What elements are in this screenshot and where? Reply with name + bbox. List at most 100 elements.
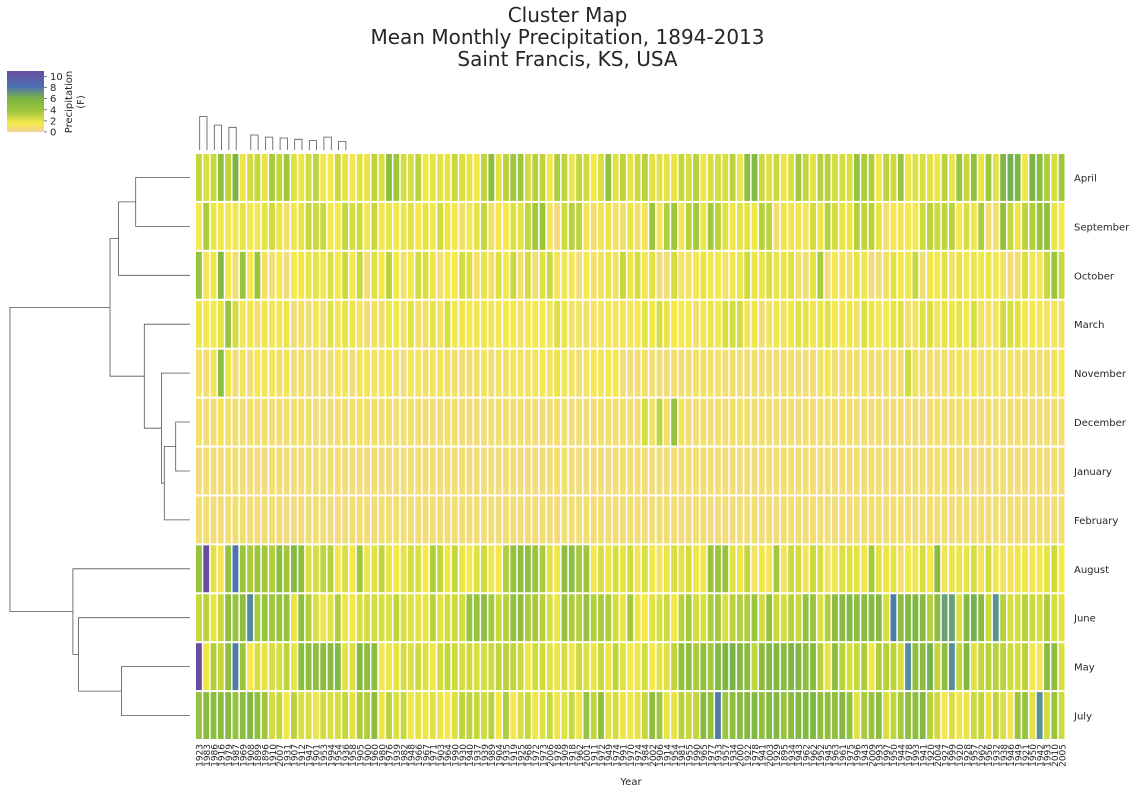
heatmap-cell [751, 447, 758, 495]
heatmap-cell [1014, 154, 1021, 201]
heatmap-cell [839, 496, 846, 544]
heatmap-cell [291, 349, 297, 397]
heatmap-cell [437, 300, 444, 348]
heatmap-cell [276, 154, 283, 201]
heatmap-cell [283, 545, 290, 593]
heatmap-cell [320, 447, 327, 495]
heatmap-cell [312, 496, 319, 544]
heatmap-cell [875, 643, 882, 691]
heatmap-cell [561, 398, 568, 446]
heatmap-cell [641, 643, 648, 691]
heatmap-cell [627, 594, 634, 642]
heatmap-cell [217, 643, 224, 691]
heatmap-cell [941, 594, 948, 642]
heatmap-cell [1029, 594, 1036, 642]
heatmap-cell [429, 447, 436, 495]
heatmap-cell [327, 202, 334, 250]
heatmap-cell [393, 545, 400, 593]
dendrogram-link [143, 323, 190, 429]
heatmap-cell [1036, 447, 1043, 495]
heatmap-cell [568, 154, 575, 201]
heatmap-cell [196, 496, 202, 544]
heatmap-cell [576, 594, 582, 642]
heatmap-cell [437, 154, 444, 201]
heatmap-cell [678, 594, 685, 642]
heatmap-cell [364, 349, 370, 397]
heatmap-cell [1058, 202, 1065, 250]
heatmap-cell [561, 154, 568, 201]
chart-subtitle-2: Saint Francis, KS, USA [457, 47, 678, 71]
dendrogram-link [250, 134, 259, 150]
heatmap-cell [715, 251, 721, 299]
heatmap-cell [1058, 496, 1065, 544]
heatmap-cell [261, 154, 268, 201]
heatmap-cell [481, 545, 487, 593]
heatmap-cell [239, 154, 246, 201]
heatmap-cell [546, 202, 553, 250]
heatmap-cell [810, 643, 816, 691]
heatmap-cell [503, 398, 509, 446]
heatmap-cell [605, 349, 612, 397]
heatmap-cell [247, 202, 253, 250]
heatmap-cell [590, 251, 597, 299]
heatmap-cell [649, 202, 656, 250]
column-label: 1911 [590, 744, 600, 767]
heatmap-cell [466, 447, 473, 495]
heatmap-cell [429, 594, 436, 642]
heatmap-cell [810, 300, 816, 348]
heatmap-cell [751, 545, 758, 593]
heatmap-cell [897, 300, 904, 348]
heatmap-cell [905, 349, 911, 397]
column-label: 1929 [773, 744, 783, 767]
heatmap-cell [641, 398, 648, 446]
heatmap-cell [883, 643, 890, 691]
column-label: 1937 [473, 744, 483, 767]
row-label: January [1073, 467, 1112, 478]
heatmap-cell [283, 251, 290, 299]
column-label: 1989 [488, 744, 498, 767]
heatmap-cell [1007, 692, 1014, 739]
heatmap-cell [356, 643, 363, 691]
heatmap-cell [963, 447, 970, 495]
heatmap-cell [795, 594, 802, 642]
heatmap-cell [949, 594, 955, 642]
heatmap-cell [700, 398, 707, 446]
heatmap-cell [773, 398, 780, 446]
heatmap-cell [627, 643, 634, 691]
heatmap-cell [334, 349, 341, 397]
heatmap-cell [554, 349, 561, 397]
heatmap-cell [853, 692, 860, 739]
heatmap-cell [334, 643, 341, 691]
heatmap-cell [217, 545, 224, 593]
heatmap-cell [853, 545, 860, 593]
heatmap-cell [283, 496, 290, 544]
heatmap-cell [685, 594, 692, 642]
heatmap-cell [788, 154, 794, 201]
column-label: 1993 [1044, 744, 1054, 767]
heatmap-cell [758, 692, 765, 739]
heatmap-cell [861, 202, 868, 250]
heatmap-cell [327, 692, 334, 739]
heatmap-cell [839, 251, 846, 299]
heatmap-cell [590, 398, 597, 446]
heatmap-cell [963, 594, 970, 642]
heatmap-cell [627, 692, 634, 739]
heatmap-cell [488, 300, 495, 348]
heatmap-cell [488, 154, 495, 201]
heatmap-cell [371, 202, 378, 250]
heatmap-cell [568, 496, 575, 544]
heatmap-cell [225, 398, 232, 446]
heatmap-cell [912, 251, 919, 299]
heatmap-cell [970, 398, 977, 446]
column-label: 1943 [795, 744, 805, 767]
heatmap-cell [239, 594, 246, 642]
heatmap-cell [751, 594, 758, 642]
heatmap-cell [444, 447, 451, 495]
heatmap-cell [1029, 496, 1036, 544]
heatmap-cell [846, 594, 853, 642]
heatmap-cell [722, 154, 729, 201]
heatmap-cell [861, 692, 868, 739]
heatmap-cell [386, 349, 392, 397]
heatmap-cell [905, 545, 911, 593]
